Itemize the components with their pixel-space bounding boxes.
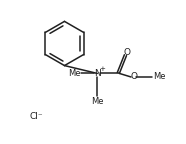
Text: Me: Me [153, 72, 165, 82]
Text: Me: Me [68, 69, 80, 78]
Text: Me: Me [91, 97, 104, 106]
Text: O: O [130, 72, 137, 82]
Text: +: + [99, 66, 105, 72]
Text: N: N [94, 69, 101, 78]
Text: Cl⁻: Cl⁻ [29, 112, 43, 121]
Text: O: O [123, 48, 130, 57]
